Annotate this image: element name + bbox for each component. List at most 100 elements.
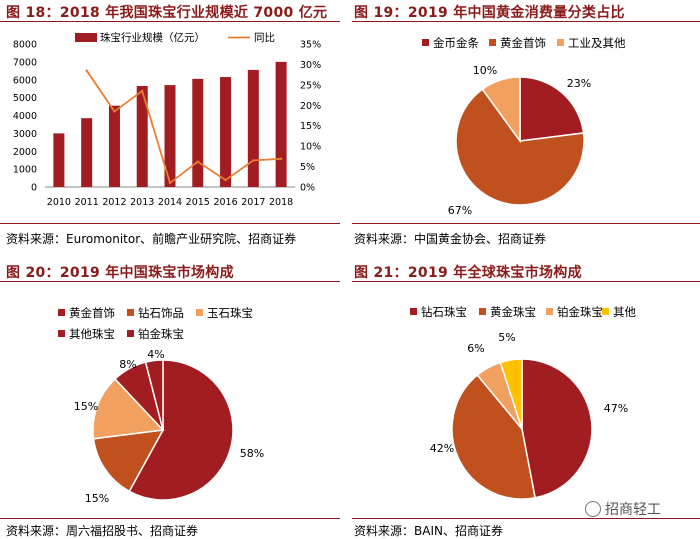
y2-tick-label: 25% [300,80,321,91]
panel-gold-consumption: 图 19：2019 年中国黄金消费量分类占比 金币金条 黄金首饰 工业及其他 23% 6… [352,0,700,260]
legend-label: 工业及其他 [568,36,626,50]
legend-label: 钻石饰品 [138,306,184,320]
panel-industry-scale: 图 18：2018 年我国珠宝行业规模近 7000 亿元 0 1000 2000 30… [0,0,340,260]
legend-label: 金币金条 [433,36,479,50]
slice-value-label: 5% [498,331,515,344]
panel-title: 图 18：2018 年我国珠宝行业规模近 7000 亿元 [6,5,328,21]
slice-value-label: 6% [467,342,484,355]
gold-consumption-pie: 金币金条 黄金首饰 工业及其他 23% 67% 10% [422,36,626,217]
bar [108,105,120,187]
slice-value-label: 23% [567,77,591,90]
x-tick-label: 2012 [102,197,126,208]
panel-title: 图 19：2019 年中国黄金消费量分类占比 [354,5,625,21]
global-jewelry-pie: 钻石珠宝 黄金珠宝 铂金珠宝 其他 47% 42% 6% 5% [410,305,636,500]
source-note: 资料来源：周六福招股书、招商证券 [6,524,199,538]
source-rule [0,223,340,224]
legend-swatch [196,309,203,316]
legend-label-line: 同比 [254,31,275,44]
line-point [279,157,283,161]
cn-slice [92,377,165,440]
x-tick-label: 2014 [158,197,182,208]
legend-swatch-bars [75,33,97,42]
slice-value-label: 4% [147,348,164,361]
line-point [113,110,116,113]
y2-tick-label: 5% [300,162,315,173]
legend-swatch [557,39,564,46]
bar [81,118,93,187]
y2-tick-label: 35% [300,40,321,51]
x-tick-label: 2015 [186,197,210,208]
legend-label: 其他珠宝 [69,327,115,341]
y-tick-label: 7000 [13,57,37,68]
y2-tick-label: 0% [300,183,315,194]
source-note: 资料来源：Euromonitor、前瞻产业研究院、招商证券 [6,232,297,246]
line-point [224,178,227,182]
watermark-text: 招商轻工 [605,502,661,518]
bar [164,85,176,187]
legend-swatch [58,330,65,337]
slice-value-label: 58% [240,447,264,460]
yoy-line [85,70,282,185]
line-point [168,181,172,185]
bar [192,78,204,187]
y2-tick-label: 20% [300,101,321,112]
source-note: 资料来源：BAIN、招商证券 [354,524,503,538]
legend-swatch [546,308,553,315]
gold-slice [455,88,585,206]
cn-slice [144,359,164,431]
legend-swatch [127,330,134,337]
legend-swatch [422,39,429,46]
slice-value-label: 67% [448,204,472,217]
cn-slice [92,429,165,493]
bar [275,61,287,187]
line-point [196,160,199,163]
y-tick-label: 0 [31,183,37,194]
slice-value-label: 42% [430,442,454,455]
y-tick-label: 6000 [13,75,37,86]
y-tick-label: 8000 [13,40,37,51]
gold-slice [519,76,585,142]
y-tick-label: 1000 [13,165,37,176]
panel-title: 图 21：2019 年全球珠宝市场构成 [354,265,582,281]
x-tick-label: 2011 [75,197,99,208]
legend-label: 铂金珠宝 [138,327,184,341]
cn-slice [128,359,234,501]
bar [220,77,232,187]
panel-title: 图 20：2019 年中国珠宝市场构成 [6,265,234,281]
y-tick-label: 4000 [13,111,37,122]
x-tick-label: 2018 [269,197,293,208]
slice-value-label: 10% [473,64,497,77]
title-rule [0,21,340,22]
x-tick-label: 2017 [241,197,265,208]
line-point [85,69,88,72]
y2-tick-label: 10% [300,142,321,153]
legend-label: 黄金首饰 [500,36,546,50]
legend-swatch [410,308,417,315]
global-slice [521,358,593,499]
panel-china-jewelry: 图 20：2019 年中国珠宝市场构成 黄金首饰 钻石饰品 玉石珠宝其他珠宝 铂金珠宝… [0,260,340,538]
legend-swatch [602,308,609,315]
y2-tick-label: 15% [300,121,321,132]
source-rule [352,518,700,519]
legend-label: 钻石珠宝 [421,305,467,319]
slice-value-label: 47% [604,402,628,415]
legend-swatch [127,309,134,316]
bar [53,133,65,187]
title-rule [352,281,700,282]
wechat-icon [585,501,601,517]
bar [247,69,259,187]
slice-value-label: 15% [74,400,98,413]
source-rule [352,223,700,224]
y2-tick-label: 30% [300,60,321,71]
x-tick-label: 2016 [213,197,237,208]
legend-swatch [489,39,496,46]
source-rule [0,518,340,519]
legend-label-bars: 珠宝行业规模（亿元） [100,31,205,44]
legend-label: 玉石珠宝 [207,306,253,320]
legend-label: 黄金首饰 [69,306,115,320]
panel-global-jewelry: 图 21：2019 年全球珠宝市场构成 钻石珠宝 黄金珠宝 铂金珠宝 其他 47% 42%… [352,260,700,538]
y-tick-label: 5000 [13,93,37,104]
gold-slice [481,76,521,144]
legend-label: 铂金珠宝 [557,305,603,319]
